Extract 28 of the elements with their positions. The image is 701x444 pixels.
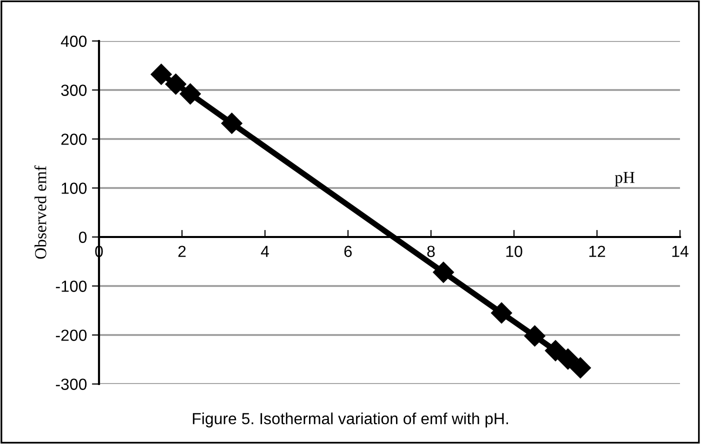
point [491, 302, 512, 324]
x-tick-label: 8 [427, 246, 435, 258]
x-tick-label: 6 [344, 246, 352, 258]
y-tick-label: 400 [60, 36, 87, 47]
caption: Figure 5. Isothermal variation of emf with pH. [192, 412, 508, 428]
y-tick-label: -100 [56, 280, 87, 292]
point [557, 348, 578, 370]
point [165, 74, 186, 95]
y-tick-label: 300 [61, 84, 87, 96]
y-axis-title: Observed emf [34, 166, 46, 259]
y-tick-label: -200 [56, 330, 87, 341]
x-tick-label: 14 [672, 246, 688, 257]
x-tick-label: 10 [506, 246, 522, 258]
x-axis-title: pH [614, 172, 634, 186]
y-tick-label: 100 [62, 182, 87, 194]
y-tick-label: -300 [56, 378, 87, 390]
point [432, 262, 454, 283]
point [570, 357, 591, 378]
point [221, 112, 242, 134]
point [180, 83, 201, 104]
x-tick-label: 2 [178, 246, 186, 257]
point [544, 340, 566, 362]
x-tick-label: 12 [589, 246, 606, 257]
point [150, 64, 172, 85]
point [524, 325, 546, 346]
y-tick-label: 200 [61, 134, 87, 145]
y-tick-label: 0 [78, 232, 87, 243]
x-tick-label: 4 [260, 246, 269, 257]
